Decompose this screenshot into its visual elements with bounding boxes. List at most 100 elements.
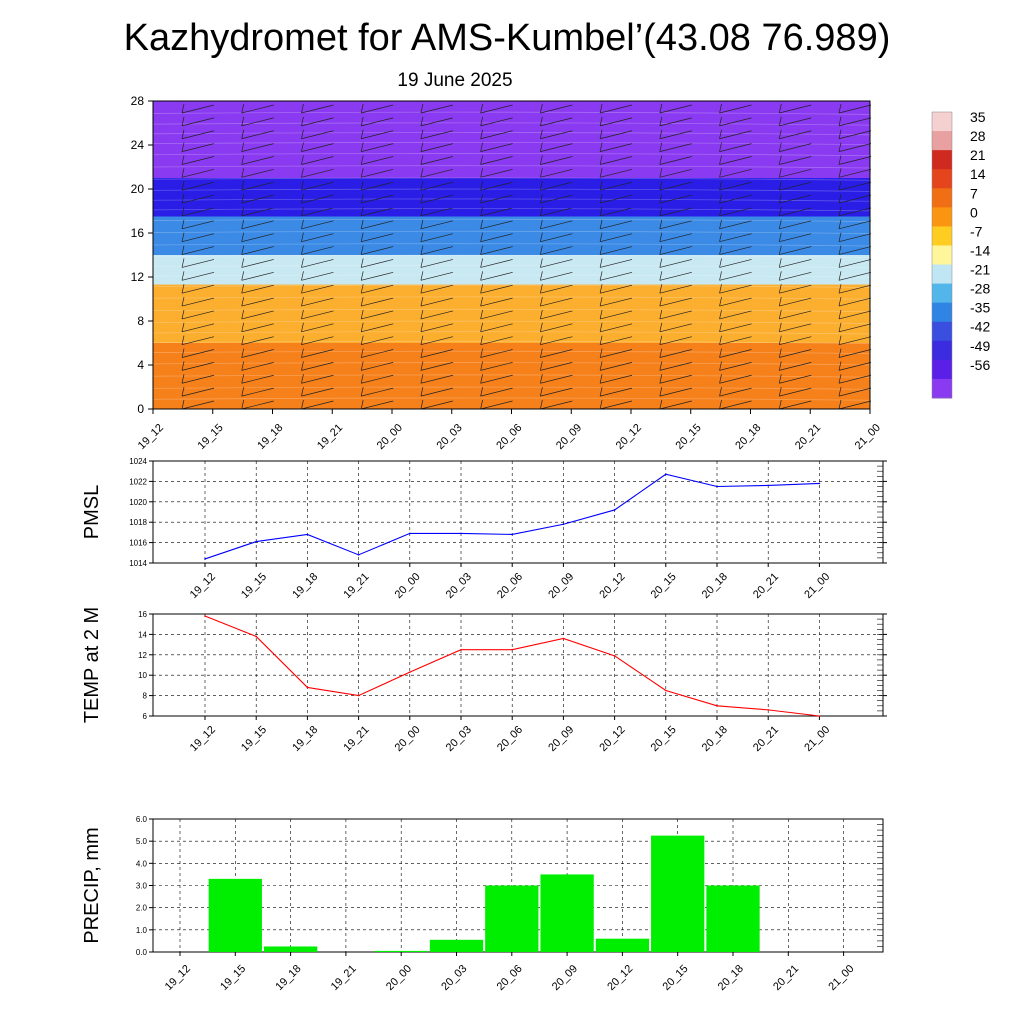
wind-barb-flag: [181, 399, 185, 410]
xtick-label: 20_18: [700, 571, 730, 601]
wind-barb-flag: [659, 258, 663, 268]
wind-barb: [659, 271, 692, 281]
wind-barb-flag: [599, 309, 603, 319]
wind-barb-flag: [778, 206, 782, 217]
wind-barb-flag: [480, 374, 483, 384]
wind-barb-flag: [360, 168, 364, 178]
contour-line: [152, 153, 871, 157]
contour-line: [152, 397, 871, 401]
wind-barb-flag: [360, 374, 364, 384]
wind-barb: [600, 310, 633, 320]
wind-barb-flag: [838, 232, 842, 242]
chart-subtitle: 19 June 2025: [397, 70, 512, 91]
xtick-label: 20_21: [751, 571, 781, 601]
heatmap-ytick-label: 28: [131, 94, 145, 108]
ytick-label: 4.0: [136, 859, 148, 868]
heatmap-xtick-label: 20_06: [494, 422, 524, 452]
contour-line: [152, 132, 871, 136]
wind-barb: [659, 104, 692, 114]
contour-line: [152, 111, 871, 115]
wind-barb: [719, 156, 752, 165]
wind-barb: [719, 233, 752, 243]
wind-barb-flag: [301, 181, 304, 191]
wind-barb-flag: [360, 194, 364, 204]
data-point: [511, 533, 513, 536]
wind-barb-flag: [420, 387, 424, 397]
wind-barb-flag: [241, 309, 245, 319]
wind-barb: [600, 271, 633, 281]
wind-barb-flag: [838, 296, 842, 307]
wind-barb: [540, 259, 573, 268]
heatmap-ytick-label: 0: [137, 402, 144, 416]
wind-barb: [361, 104, 394, 114]
wind-barb: [838, 117, 872, 127]
wind-barb: [480, 104, 513, 114]
wind-barb-flag: [420, 335, 424, 345]
wind-barb-flag: [420, 181, 424, 191]
data-point: [357, 694, 360, 697]
wind-barb: [361, 169, 394, 178]
wind-barb-flag: [420, 374, 424, 384]
wind-barb-flag: [301, 116, 304, 126]
colorbar-swatch: [932, 226, 952, 246]
wind-barb-flag: [719, 271, 722, 281]
wind-barb: [838, 233, 872, 243]
colorbar-label: 28: [970, 128, 986, 144]
xtick-label: 20_18: [700, 724, 730, 754]
wind-barb-flag: [540, 296, 543, 307]
wind-barb-flag: [480, 116, 483, 126]
wind-barb-flag: [241, 322, 245, 332]
wind-barb-flag: [420, 322, 424, 332]
wind-barb-flag: [181, 322, 185, 332]
contour-line: [152, 274, 871, 278]
xtick-label: 20_12: [597, 571, 627, 601]
ytick-label: 10: [138, 671, 147, 680]
data-point: [716, 705, 718, 707]
wind-barb-flag: [360, 284, 364, 294]
wind-barb: [779, 323, 812, 333]
wind-barb: [838, 400, 872, 410]
wind-barb: [181, 246, 215, 255]
wind-barb-flag: [301, 194, 304, 204]
colorbar-frame: [931, 111, 953, 399]
wind-barb-flag: [301, 103, 304, 114]
wind-barb-flag: [659, 322, 663, 332]
wind-barb: [480, 374, 513, 384]
wind-barb-flag: [301, 309, 304, 319]
xtick-label: 21_00: [826, 963, 856, 993]
wind-barb: [838, 362, 872, 371]
wind-barb-flag: [599, 374, 603, 384]
wind-barb-flag: [778, 348, 782, 358]
xtick-label: 19_18: [273, 963, 303, 993]
wind-barb-flag: [659, 142, 663, 152]
wind-barb-flag: [181, 116, 185, 126]
wind-barb: [420, 143, 453, 152]
wind-barb: [181, 181, 215, 191]
wind-barb: [719, 130, 752, 140]
colorbar-swatch: [932, 150, 952, 170]
wind-barb: [361, 181, 394, 191]
wind-barb: [838, 143, 872, 152]
data-point: [409, 532, 411, 535]
wind-barb: [540, 169, 573, 178]
colorbar-swatch: [932, 378, 952, 399]
wind-barb: [600, 387, 633, 397]
wind-barb-flag: [241, 245, 245, 255]
wind-barb: [719, 259, 752, 268]
wind-barb: [420, 246, 453, 255]
wind-barb-flag: [599, 116, 603, 126]
wind-barb-flag: [540, 271, 543, 281]
wind-barb-flag: [360, 399, 364, 410]
wind-barb: [838, 194, 872, 204]
wind-barb-flag: [778, 103, 782, 114]
wind-barb-flag: [599, 168, 603, 178]
wind-barb-flag: [778, 322, 782, 332]
colorbar-label: -35: [970, 300, 990, 316]
wind-barb: [719, 117, 752, 127]
wind-barb-flag: [420, 361, 424, 371]
wind-barb: [659, 349, 692, 358]
wind-barb: [301, 374, 334, 384]
wind-barb: [420, 220, 453, 230]
wind-barb: [779, 104, 812, 114]
wind-barb: [181, 194, 215, 204]
